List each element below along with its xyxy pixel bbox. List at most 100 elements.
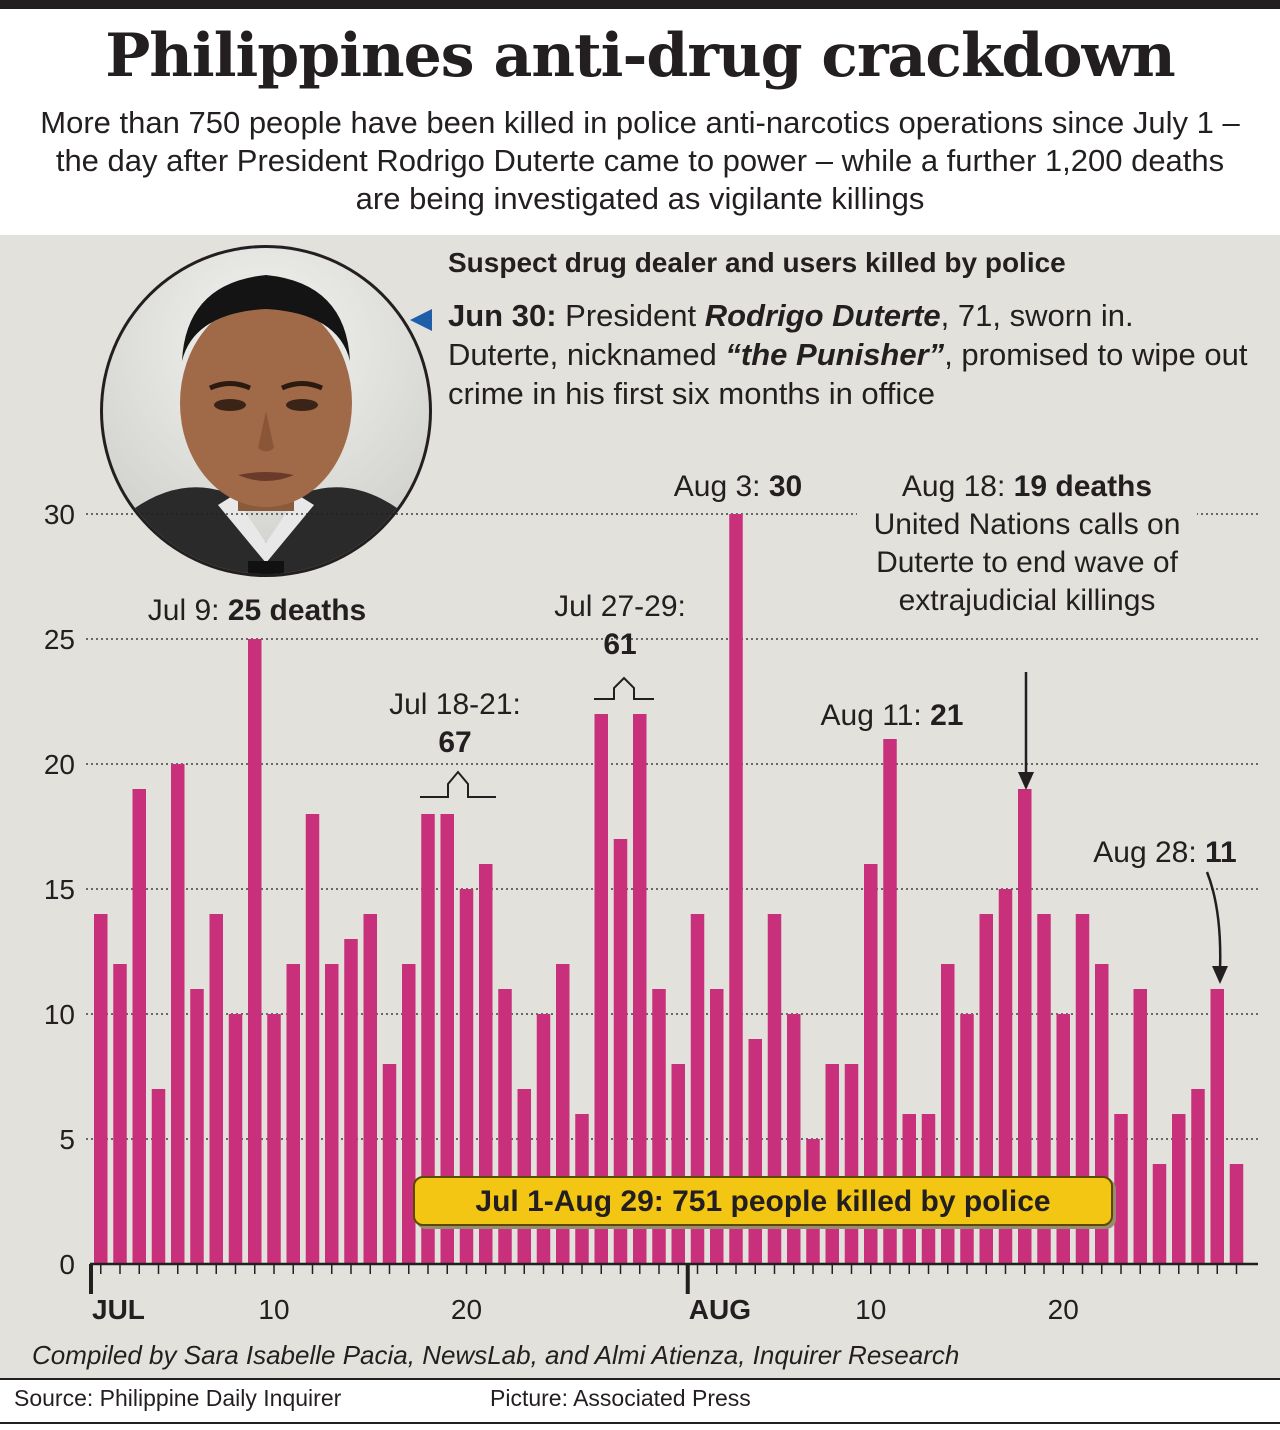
- bar-jul-5: Jul 5: 20: [171, 764, 185, 1264]
- callout-aug28-value: 11: [1205, 836, 1237, 869]
- y-tick-label: 25: [44, 624, 75, 655]
- x-tick-label: 20: [451, 1294, 482, 1325]
- arrow-aug28-head: [1212, 966, 1228, 984]
- bar-aug-15: Aug 15: 10: [960, 1014, 974, 1264]
- total-badge: Jul 1-Aug 29: 751 people killed by polic…: [413, 1176, 1113, 1226]
- callout-aug18: Aug 18: 19 deaths United Nations calls on…: [857, 468, 1197, 620]
- y-tick-label: 10: [44, 999, 75, 1030]
- bar-aug-6: Aug 6: 10: [787, 1014, 801, 1264]
- bar-aug-9: Aug 9: 8: [844, 1064, 859, 1264]
- bar-jul-28: Jul 28: 17: [613, 839, 628, 1264]
- note-text-2: , 71, sworn in. Duterte, nicknamed: [448, 298, 1134, 372]
- credits: Compiled by Sara Isabelle Pacia, NewsLab…: [32, 1340, 960, 1370]
- bar-aug-20: Aug 20: 10: [1056, 1014, 1070, 1264]
- bar-jul-4: Jul 4: 7: [151, 1089, 166, 1264]
- bar-jul-9: Jul 9: 25: [248, 639, 262, 1264]
- callout-aug3-value: 30: [768, 470, 803, 503]
- x-month-label: JUL: [92, 1294, 145, 1325]
- callout-jul18-value: 67: [438, 726, 472, 759]
- callout-jul18-date: Jul 18-21:: [389, 688, 521, 721]
- bar-jul-10: Jul 10: 10: [267, 1014, 281, 1264]
- source: Source: Philippine Daily Inquirer: [14, 1385, 342, 1411]
- bar-jul-11: Jul 11: 12: [286, 964, 300, 1264]
- bar-jul-13: Jul 13: 12: [325, 964, 339, 1264]
- bar-jul-3: Jul 3: 19: [132, 789, 146, 1264]
- x-tick-label: 20: [1048, 1294, 1079, 1325]
- bar-jul-7: Jul 7: 14: [209, 914, 223, 1264]
- bar-jul-17: Jul 17: 12: [402, 964, 416, 1264]
- note-name: Rodrigo Duterte: [704, 298, 941, 333]
- bottom-rule: [0, 1422, 1280, 1424]
- bar-aug-11: Aug 11: 21: [883, 739, 897, 1264]
- inauguration-note: Jun 30: President Rodrigo Duterte, 71, s…: [448, 296, 1248, 413]
- note-nickname: “the Punisher”: [725, 337, 945, 372]
- bar-jul-16: Jul 16: 8: [382, 1064, 397, 1264]
- callout-aug11-date: Aug 11:: [820, 699, 931, 732]
- bar-jul-19: Jul 19: 18: [440, 814, 454, 1264]
- note-date: Jun 30:: [448, 298, 557, 333]
- bar-jul-1: Jul 1: 14: [94, 914, 108, 1264]
- callout-jul9-value: 25 deaths: [227, 594, 367, 627]
- bar-aug-10: Aug 10: 16: [864, 864, 878, 1264]
- bar-jul-31: Jul 31: 8: [671, 1064, 685, 1264]
- y-tick-label: 20: [44, 749, 75, 780]
- callout-aug3: Aug 3: 30: [648, 468, 828, 506]
- bar-aug-27: Aug 27: 7: [1191, 1089, 1205, 1264]
- bar-jul-2: Jul 2: 12: [113, 964, 127, 1264]
- callout-aug28: Aug 28: 11: [1070, 834, 1260, 872]
- y-tick-label: 30: [44, 499, 75, 530]
- bar-jul-6: Jul 6: 11: [190, 989, 204, 1264]
- bar-aug-23: Aug 23: 6: [1114, 1114, 1128, 1264]
- picture-credit: Picture: Associated Press: [490, 1385, 751, 1411]
- y-tick-label: 15: [44, 874, 75, 905]
- bar-jul-14: Jul 14: 13: [344, 939, 358, 1264]
- bar-aug-8: Aug 8: 8: [825, 1064, 839, 1264]
- bar-jul-24: Jul 24: 10: [536, 1014, 551, 1264]
- top-rule: [0, 0, 1280, 9]
- bar-jul-27: Jul 27: 22: [594, 714, 608, 1264]
- note-text-1: President: [556, 298, 705, 333]
- page-subtitle: More than 750 people have been killed in…: [40, 105, 1240, 216]
- callout-aug3-date: Aug 3:: [673, 470, 769, 503]
- callout-jul9-date: Jul 9:: [147, 594, 228, 627]
- bracket-jul18: [420, 770, 496, 798]
- callout-jul18: Jul 18-21: 67: [360, 686, 550, 762]
- note-text-3: , promised to wipe out crime in his firs…: [448, 337, 1248, 411]
- bar-jul-18: Jul 18: 18: [421, 814, 435, 1264]
- y-tick-label: 5: [59, 1124, 75, 1155]
- bar-aug-4: Aug 4: 9: [748, 1039, 762, 1264]
- callout-aug28-date: Aug 28:: [1093, 836, 1206, 869]
- callout-jul27-value: 61: [603, 628, 637, 661]
- bar-aug-24: Aug 24: 11: [1133, 989, 1147, 1264]
- callout-jul27-date: Jul 27-29:: [554, 590, 686, 623]
- page-title: Philippines anti-drug crackdown: [105, 21, 1176, 91]
- bar-jul-20: Jul 20: 15: [459, 889, 474, 1264]
- callout-aug18-value: 19 deaths: [1013, 470, 1153, 503]
- x-tick-label: 10: [258, 1294, 289, 1325]
- pointer-arrow-icon: [410, 309, 432, 331]
- bar-aug-29: Aug 29: 4: [1229, 1164, 1244, 1264]
- duterte-portrait: [100, 245, 432, 577]
- bar-aug-26: Aug 26: 6: [1172, 1114, 1186, 1264]
- callout-aug18-date: Aug 18:: [901, 470, 1014, 503]
- separator: [0, 1378, 1280, 1380]
- bar-jul-29: Jul 29: 22: [633, 714, 647, 1264]
- callout-jul9: Jul 9: 25 deaths: [112, 592, 402, 630]
- arrow-aug18-head: [1018, 772, 1034, 790]
- bracket-jul27: [594, 676, 654, 700]
- bar-jul-12: Jul 12: 18: [305, 814, 320, 1264]
- x-month-label: AUG: [689, 1294, 751, 1325]
- callout-aug11-value: 21: [930, 699, 964, 732]
- bar-jul-8: Jul 8: 10: [228, 1014, 243, 1264]
- callout-aug18-text: United Nations calls on Duterte to end w…: [873, 508, 1181, 617]
- x-tick-label: 10: [855, 1294, 886, 1325]
- bar-aug-28: Aug 28: 11: [1210, 989, 1224, 1264]
- bar-aug-18: Aug 18: 19: [1018, 789, 1032, 1264]
- bar-aug-25: Aug 25: 4: [1152, 1164, 1167, 1264]
- chart-title: Suspect drug dealer and users killed by …: [448, 247, 1066, 278]
- callout-jul27: Jul 27-29: 61: [525, 588, 715, 664]
- y-tick-label: 0: [59, 1249, 75, 1280]
- bar-aug-3: Aug 3: 30: [729, 514, 743, 1264]
- callout-aug11: Aug 11: 21: [792, 697, 992, 735]
- arrow-aug28: [1205, 871, 1222, 971]
